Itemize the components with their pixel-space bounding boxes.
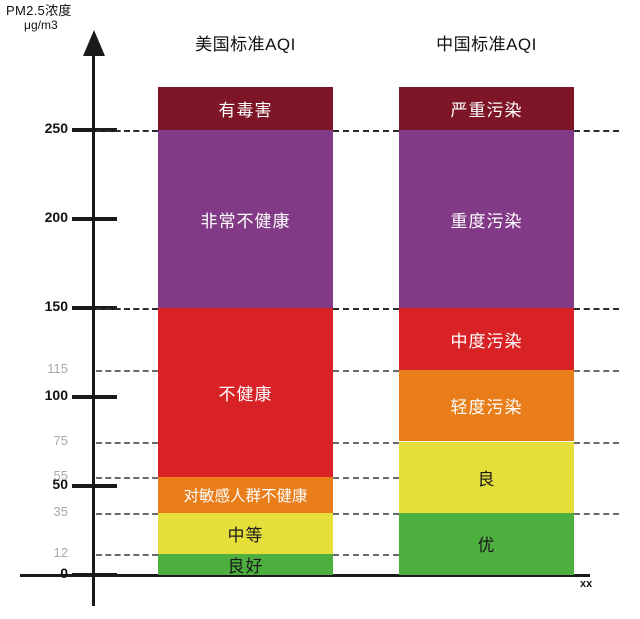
y-tick-major bbox=[72, 128, 117, 132]
aqi-band-美国标准AQI-非常不健康: 非常不健康 bbox=[158, 130, 333, 308]
y-tick-label-35: 35 bbox=[53, 503, 68, 519]
y-tick-label-200: 200 bbox=[44, 209, 68, 225]
gridline-115 bbox=[333, 370, 399, 373]
gridline-75 bbox=[96, 441, 158, 444]
aqi-band-label: 严重污染 bbox=[450, 101, 523, 121]
y-tick-label-0: 0 bbox=[60, 565, 68, 581]
y-tick-label-100: 100 bbox=[44, 387, 68, 403]
aqi-band-label: 有毒害 bbox=[218, 101, 273, 121]
aqi-band-中国标准AQI-轻度污染: 轻度污染 bbox=[399, 370, 574, 442]
gridline-75 bbox=[574, 441, 619, 444]
aqi-band-label: 中等 bbox=[227, 525, 264, 545]
y-axis-title-line1: PM2.5浓度 bbox=[6, 3, 72, 18]
gridline-55 bbox=[96, 477, 158, 480]
gridline-12 bbox=[333, 553, 399, 556]
gridline-150 bbox=[574, 308, 619, 310]
gridline-35 bbox=[333, 512, 399, 515]
column-us-aqi: 良好 中等 对敏感人群不健康 不健康 非常不健康 有毒害 bbox=[158, 46, 333, 576]
aqi-band-label: 轻度污染 bbox=[450, 398, 523, 418]
y-tick-major bbox=[72, 306, 117, 310]
aqi-band-中国标准AQI-优: 优 bbox=[399, 512, 574, 575]
y-tick-major bbox=[72, 484, 117, 488]
aqi-band-美国标准AQI-不健康: 不健康 bbox=[158, 308, 333, 478]
aqi-band-中国标准AQI-严重污染: 严重污染 bbox=[399, 87, 574, 130]
y-axis-line bbox=[92, 46, 95, 606]
y-tick-label-150: 150 bbox=[44, 298, 68, 314]
gridline-115 bbox=[574, 370, 619, 373]
y-tick-label-55: 55 bbox=[53, 468, 68, 484]
y-tick-label-115: 115 bbox=[47, 361, 68, 377]
aqi-band-label: 重度污染 bbox=[450, 211, 523, 231]
aqi-band-label: 良 bbox=[477, 469, 496, 489]
y-tick-major bbox=[72, 395, 117, 399]
gridline-250 bbox=[96, 130, 158, 132]
aqi-band-中国标准AQI-重度污染: 重度污染 bbox=[399, 130, 574, 308]
column-title-us: 美国标准AQI bbox=[195, 35, 296, 54]
y-tick-label-12: 12 bbox=[53, 544, 68, 560]
gridline-250 bbox=[333, 130, 399, 132]
aqi-band-中国标准AQI-良: 良 bbox=[399, 441, 574, 513]
gridline-150 bbox=[333, 308, 399, 310]
aqi-band-label: 对敏感人群不健康 bbox=[183, 487, 308, 505]
gridline-12 bbox=[96, 553, 158, 556]
gridline-35 bbox=[96, 512, 158, 515]
aqi-band-label: 中度污染 bbox=[450, 331, 523, 351]
aqi-band-美国标准AQI-对敏感人群不健康: 对敏感人群不健康 bbox=[158, 477, 333, 513]
y-axis-title-line2: μg/m3 bbox=[24, 17, 58, 32]
gridline-55 bbox=[333, 477, 399, 480]
aqi-band-label: 优 bbox=[477, 536, 496, 556]
column-cn-aqi: 优 良 轻度污染 中度污染 重度污染 严重污染 bbox=[399, 46, 574, 575]
gridline-150 bbox=[96, 308, 158, 310]
aqi-band-美国标准AQI-良好: 良好 bbox=[158, 553, 333, 576]
gridline-35 bbox=[574, 512, 619, 515]
aqi-band-美国标准AQI-中等: 中等 bbox=[158, 512, 333, 554]
x-axis-line bbox=[20, 574, 590, 577]
aqi-band-label: 非常不健康 bbox=[200, 211, 291, 231]
gridline-115 bbox=[96, 370, 158, 373]
y-tick-label-250: 250 bbox=[44, 120, 68, 136]
x-axis-end-label: xx bbox=[580, 578, 593, 590]
aqi-band-label: 良好 bbox=[227, 556, 264, 576]
y-tick-label-50: 50 bbox=[52, 476, 68, 492]
y-tick-major bbox=[72, 217, 117, 221]
aqi-band-美国标准AQI-有毒害: 有毒害 bbox=[158, 87, 333, 130]
y-axis-arrow-icon bbox=[83, 30, 105, 56]
y-tick-major bbox=[72, 573, 117, 577]
aqi-band-中国标准AQI-中度污染: 中度污染 bbox=[399, 308, 574, 371]
y-tick-label-75: 75 bbox=[53, 432, 68, 448]
column-title-cn: 中国标准AQI bbox=[436, 35, 537, 54]
gridline-75 bbox=[333, 441, 399, 444]
y-axis-title: PM2.5浓度 μg/m3 bbox=[6, 3, 72, 33]
gridline-250 bbox=[574, 130, 619, 132]
aqi-band-label: 不健康 bbox=[218, 385, 273, 405]
